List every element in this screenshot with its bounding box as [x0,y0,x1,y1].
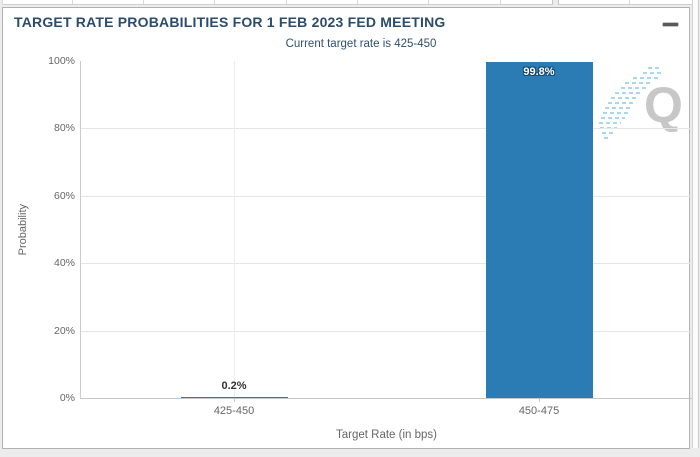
x-axis-tick [539,398,540,402]
table-cell-edge [3,0,73,4]
chart-title: TARGET RATE PROBABILITIES FOR 1 FEB 2023… [14,14,446,30]
bar-450-475[interactable] [485,62,593,398]
table-cell-edge [287,0,358,4]
table-edge-strip-left [2,0,553,5]
bar-425-450[interactable] [180,397,288,398]
y-gridline [81,196,692,197]
chart-subtitle: Current target rate is 425-450 [285,38,437,50]
x-axis-title: Target Rate (in bps) [336,429,437,441]
x-gridline [234,61,235,398]
y-tick-label: 60% [53,190,75,202]
y-tick-label: 0% [59,392,75,404]
adjacent-panel-edge [692,0,699,448]
bar-value-label: 99.8% [523,66,555,78]
x-axis-tick [234,398,235,402]
y-axis-title: Probability [17,203,29,256]
table-cell-edge [215,0,287,4]
plot-area: 0% 20% 40% 60% 80% 100% 0.2% 425-450 99.8% 450-47… [48,55,692,441]
chart-panel: TARGET RATE PROBABILITIES FOR 1 FEB 2023… [2,7,692,449]
table-cell-edge [73,0,144,4]
y-tick-label: 80% [53,122,75,134]
y-tick-label: 100% [48,55,75,67]
y-gridline [81,263,692,264]
table-cell-edge [630,0,696,4]
x-tick-label: 450-475 [518,405,560,417]
y-tick-label: 20% [53,325,75,337]
bar-value-label: 0.2% [221,380,247,392]
y-gridline [81,331,692,332]
chart-context-menu-button[interactable] [660,15,680,33]
table-cell-edge [144,0,216,4]
y-tick-label: 40% [53,257,75,269]
table-cell-edge [559,0,630,4]
table-cell-edge [358,0,430,4]
hamburger-menu-icon [662,22,678,26]
y-gridline [81,128,692,129]
table-edge-strip-right [558,0,697,5]
table-cell-edge [501,0,552,4]
table-cell-edge [429,0,502,4]
x-tick-label: 425-450 [213,405,255,417]
